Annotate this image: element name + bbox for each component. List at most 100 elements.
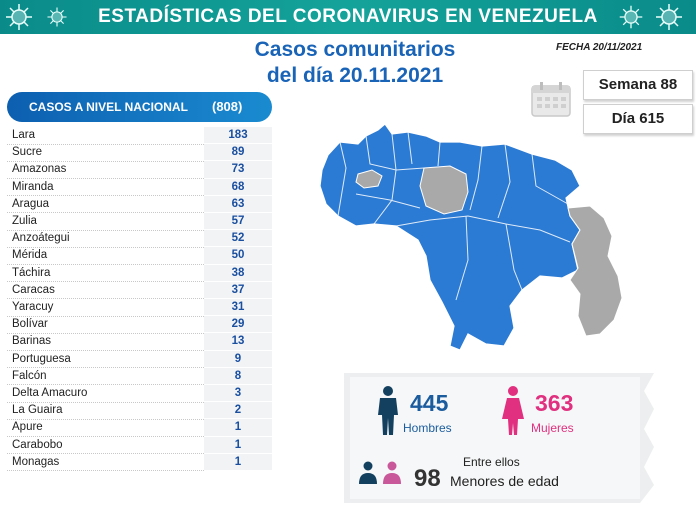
women-label: Mujeres: [531, 421, 574, 435]
cases-table-header: CASOS A NIVEL NACIONAL (808): [7, 92, 272, 122]
row-divider: [7, 384, 204, 386]
state-value: 38: [204, 264, 272, 281]
state-name: La Guaira: [12, 404, 63, 417]
table-row: Anzoátegui 52: [7, 230, 272, 248]
state-value: 73: [204, 161, 272, 178]
table-row: Aragua 63: [7, 195, 272, 214]
state-value: 2: [204, 402, 272, 419]
row-divider: [7, 212, 204, 214]
state-value: 63: [204, 195, 272, 212]
women-count: 363: [535, 390, 574, 416]
men-label: Hombres: [403, 421, 452, 435]
calendar-icon: [531, 82, 571, 117]
state-name: Amazonas: [12, 163, 67, 176]
row-divider: [7, 332, 204, 334]
state-value: 68: [204, 178, 272, 195]
state-name: Apure: [12, 421, 43, 434]
virus-icon: [47, 7, 67, 27]
state-name: Mérida: [12, 249, 48, 262]
virus-icon: [656, 4, 682, 30]
state-value: 1: [204, 436, 272, 453]
state-value: 8: [204, 367, 272, 384]
stats-panel: 445 Hombres 363 Mujeres 98 Entre ellos M…: [344, 373, 654, 503]
table-row: Miranda 68: [7, 178, 272, 197]
state-value: 13: [204, 333, 272, 350]
table-row: Caracas 37: [7, 281, 272, 300]
table-row: Amazonas 73: [7, 161, 272, 179]
minors-count: 98: [414, 465, 441, 492]
row-divider: [7, 143, 204, 145]
table-row: Falcón 8: [7, 367, 272, 386]
map-region-blue: [319, 123, 581, 351]
state-value: 52: [204, 230, 272, 247]
state-value: 3: [204, 385, 272, 402]
state-name: Aragua: [12, 197, 50, 210]
state-value: 183: [204, 127, 272, 144]
row-divider: [7, 298, 204, 300]
map-region-gray-esequibo: [567, 205, 623, 337]
state-value: 50: [204, 247, 272, 264]
table-row: Monagas 1: [7, 453, 272, 472]
state-name: Lara: [12, 129, 36, 141]
row-divider: [7, 177, 204, 179]
state-name: Zulia: [12, 215, 37, 227]
table-row: Bolívar 29: [7, 316, 272, 334]
map-region-gray-falcon: [355, 169, 383, 189]
row-divider: [7, 160, 204, 162]
venezuela-map: [319, 123, 623, 351]
row-divider: [7, 229, 204, 231]
state-name: Caracas: [12, 283, 55, 296]
row-divider: [7, 349, 204, 351]
subtitle-line1: Casos comunitarios: [254, 38, 456, 61]
table-row: Lara 183: [7, 127, 272, 145]
row-divider: [7, 435, 204, 437]
state-name: Sucre: [12, 146, 43, 159]
row-divider: [7, 470, 204, 472]
state-name: Delta Amacuro: [12, 387, 88, 399]
state-name: Barinas: [12, 335, 51, 348]
map-region-gray-monagas: [419, 165, 469, 215]
table-row: Zulia 57: [7, 213, 272, 231]
date-label: FECHA 20/11/2021: [556, 42, 643, 53]
state-name: Bolívar: [12, 318, 48, 331]
table-row: Portuguesa 9: [7, 350, 272, 369]
virus-icon: [6, 4, 32, 30]
state-name: Falcón: [12, 369, 47, 382]
row-divider: [7, 263, 204, 265]
week-box: Semana 88: [583, 70, 693, 100]
header-banner: ESTADÍSTICAS DEL CORONAVIRUS EN VENEZUEL…: [0, 0, 696, 34]
state-name: Táchira: [12, 266, 51, 279]
state-name: Carabobo: [12, 438, 63, 451]
table-row: Yaracuy 31: [7, 299, 272, 317]
cases-header-label: CASOS A NIVEL NACIONAL: [29, 100, 188, 114]
state-value: 1: [204, 419, 272, 436]
cases-table: CASOS A NIVEL NACIONAL (808) Lara 183 Sucr…: [7, 92, 272, 474]
virus-icon: [619, 5, 643, 29]
man-icon: [359, 461, 377, 484]
stats-background: [344, 373, 654, 503]
row-divider: [7, 367, 204, 369]
man-icon: [378, 386, 398, 435]
row-divider: [7, 418, 204, 420]
table-row: Mérida 50: [7, 247, 272, 265]
state-value: 57: [204, 213, 272, 230]
subtitle-line2: del día 20.11.2021: [266, 64, 444, 87]
woman-icon: [502, 386, 524, 435]
state-name: Portuguesa: [12, 352, 71, 365]
woman-icon: [383, 461, 401, 484]
table-row: Sucre 89: [7, 144, 272, 162]
day-box: Día 615: [583, 104, 693, 134]
state-value: 1: [204, 453, 272, 470]
state-name: Yaracuy: [12, 301, 54, 313]
table-row: Carabobo 1: [7, 436, 272, 455]
table-row: La Guaira 2: [7, 402, 272, 420]
row-divider: [7, 453, 204, 455]
page-title: ESTADÍSTICAS DEL CORONAVIRUS EN VENEZUEL…: [98, 6, 598, 27]
minors-intro: Entre ellos: [463, 455, 520, 469]
state-value: 89: [204, 144, 272, 161]
row-divider: [7, 195, 204, 197]
table-row: Apure 1: [7, 419, 272, 437]
cases-header-total: (808): [212, 99, 243, 114]
state-name: Miranda: [12, 180, 54, 193]
state-value: 29: [204, 316, 272, 333]
